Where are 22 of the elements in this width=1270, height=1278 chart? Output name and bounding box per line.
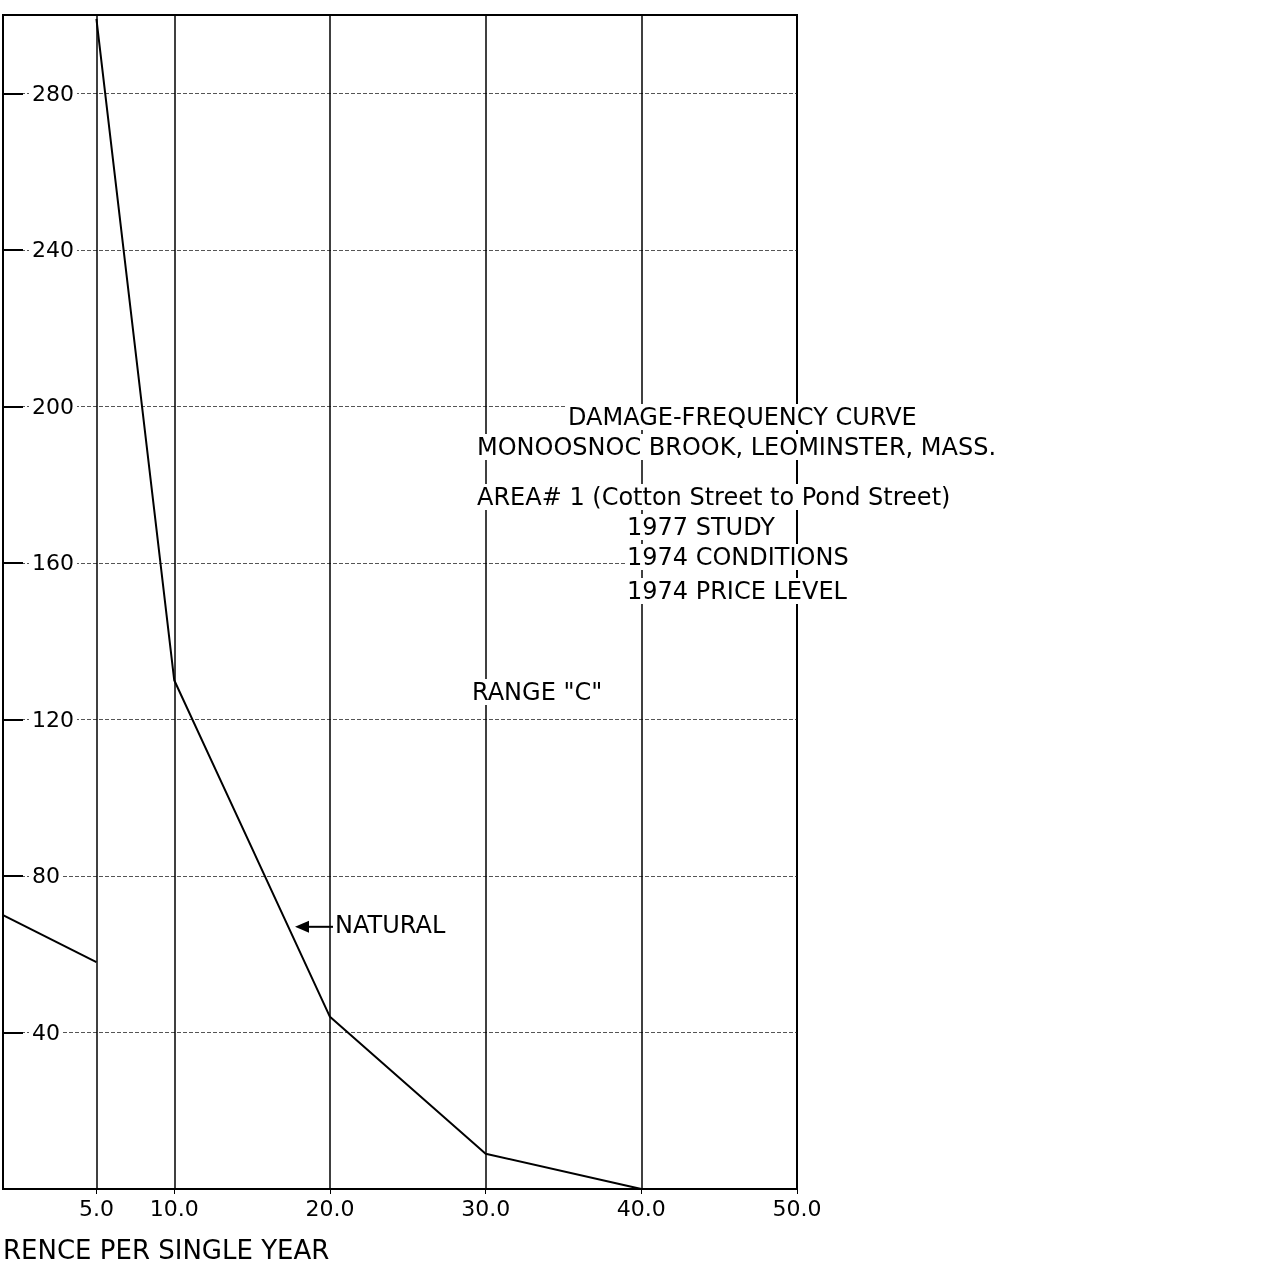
y-tick-label: 240 bbox=[32, 237, 74, 263]
text: MONOOSNOC BROOK, LEOMINSTER, MASS. bbox=[477, 433, 997, 461]
x-tick-label: 10.0 bbox=[149, 1195, 199, 1221]
y-tick-label: 160 bbox=[32, 550, 74, 576]
annotation: 1977 STUDY bbox=[627, 513, 776, 541]
y-tick-label: 200 bbox=[32, 393, 74, 419]
text: DAMAGE-FREQUENCY CURVE bbox=[568, 403, 917, 431]
x-tick-label: 40.0 bbox=[616, 1195, 666, 1221]
annotation: 1974 PRICE LEVEL bbox=[627, 577, 848, 605]
annotation: NATURAL bbox=[335, 910, 446, 939]
y-tick-label: 120 bbox=[32, 706, 74, 732]
x-tick-label: 30.0 bbox=[461, 1195, 511, 1221]
x-tick-label: 5.0 bbox=[78, 1195, 114, 1221]
y-tick-label: 280 bbox=[32, 80, 74, 106]
x-tick-label: 20.0 bbox=[305, 1195, 355, 1221]
y-tick-label: 80 bbox=[32, 863, 60, 889]
annotation: RANGE "C" bbox=[472, 678, 603, 706]
y-tick-label: 40 bbox=[32, 1019, 60, 1045]
x-axis-title: RENCE PER SINGLE YEAR bbox=[3, 1235, 330, 1265]
x-tick-label: 50.0 bbox=[772, 1195, 822, 1221]
annotation: 1974 CONDITIONS bbox=[627, 543, 849, 571]
annotation: AREA# 1 (Cotton Street to Pond Street) bbox=[477, 483, 951, 511]
